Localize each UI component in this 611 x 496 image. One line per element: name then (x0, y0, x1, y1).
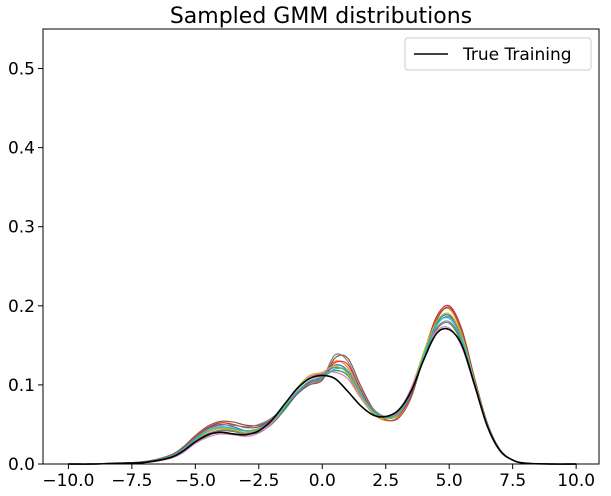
legend-label-true-training: True Training (462, 45, 572, 65)
y-tick-label: 0.4 (8, 139, 35, 159)
true-training-line-group (68, 327, 577, 465)
y-tick-label: 0.5 (8, 60, 35, 80)
chart-title: Sampled GMM distributions (170, 4, 472, 29)
sample-series-line (68, 326, 577, 465)
y-tick-label: 0.1 (8, 376, 35, 396)
sample-series-line (68, 304, 577, 465)
true-training-line (68, 327, 577, 465)
x-tick-label: 2.5 (372, 471, 399, 491)
x-tick-label: 0.0 (309, 471, 336, 491)
sample-series-line (68, 321, 577, 465)
sample-series-line (68, 306, 577, 465)
axes-frame (42, 28, 600, 465)
y-tick-label: 0.3 (8, 218, 35, 238)
x-tick-label: 7.5 (499, 471, 526, 491)
x-tick-label: −5.0 (175, 471, 216, 491)
sample-lines (68, 304, 577, 465)
legend: True Training (404, 37, 592, 71)
y-axis: 0.0 0.1 0.2 0.3 0.4 0.5 (8, 60, 43, 475)
y-tick-label: 0.0 (8, 455, 35, 475)
x-tick-label: −7.5 (111, 471, 152, 491)
y-tick-label: 0.2 (8, 297, 35, 317)
sample-series-line (68, 315, 577, 465)
sample-series-line (68, 314, 577, 465)
x-tick-label: 5.0 (436, 471, 463, 491)
x-axis: −10.0 −7.5 −5.0 −2.5 0.0 2.5 5.0 7.5 10.0 (42, 464, 595, 491)
x-tick-label: −10.0 (42, 471, 94, 491)
legend-box (404, 37, 592, 71)
sample-series-line (68, 320, 577, 465)
sample-series-line (68, 307, 577, 465)
sample-series-line (68, 312, 577, 465)
x-tick-label: 10.0 (557, 471, 595, 491)
x-tick-label: −2.5 (238, 471, 279, 491)
sample-series-line (68, 316, 577, 465)
